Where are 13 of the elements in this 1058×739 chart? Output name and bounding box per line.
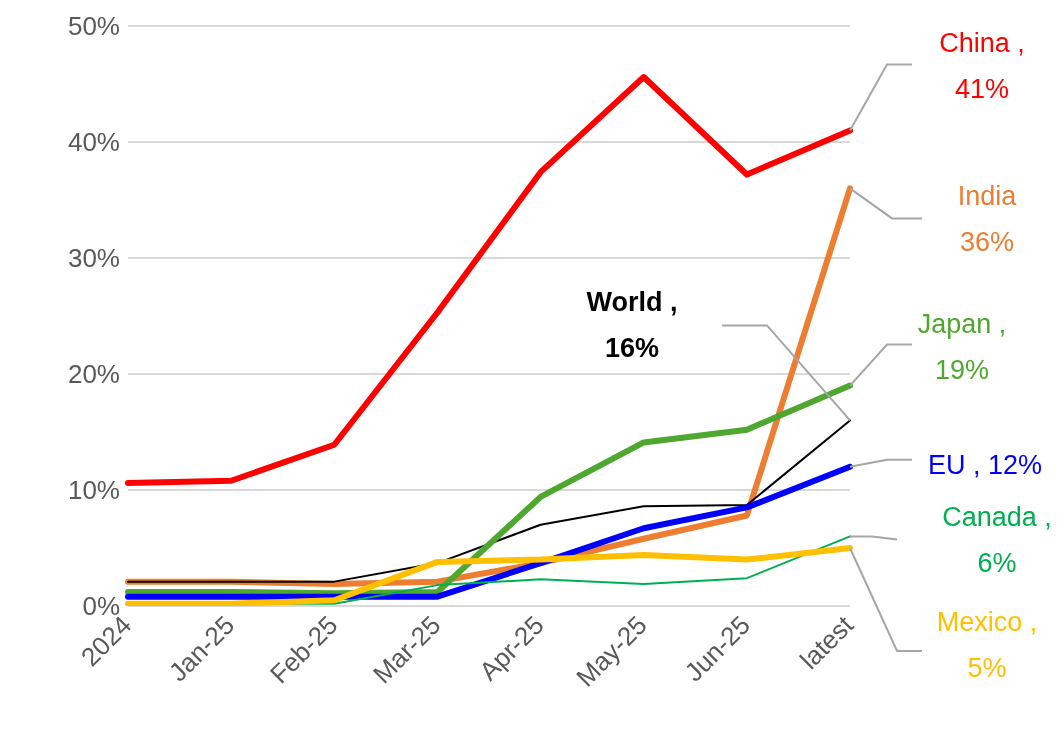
line-series <box>127 419 851 583</box>
text: China , 41% <box>939 27 1025 104</box>
y-tick-label: 50% <box>67 11 120 42</box>
text: India 36% <box>957 180 1018 257</box>
y-tick-label: 10% <box>67 475 120 506</box>
text: Japan , 19% <box>917 308 1007 385</box>
annotation: World , 16% <box>586 286 678 363</box>
text: EU , 12% <box>927 449 1043 480</box>
text: Canada , 6% <box>942 501 1052 578</box>
y-tick-label: 30% <box>67 243 120 274</box>
y-tick-label: 40% <box>67 127 120 158</box>
text: Mexico , 5% <box>936 607 1038 684</box>
y-tick-label: 20% <box>67 359 120 390</box>
